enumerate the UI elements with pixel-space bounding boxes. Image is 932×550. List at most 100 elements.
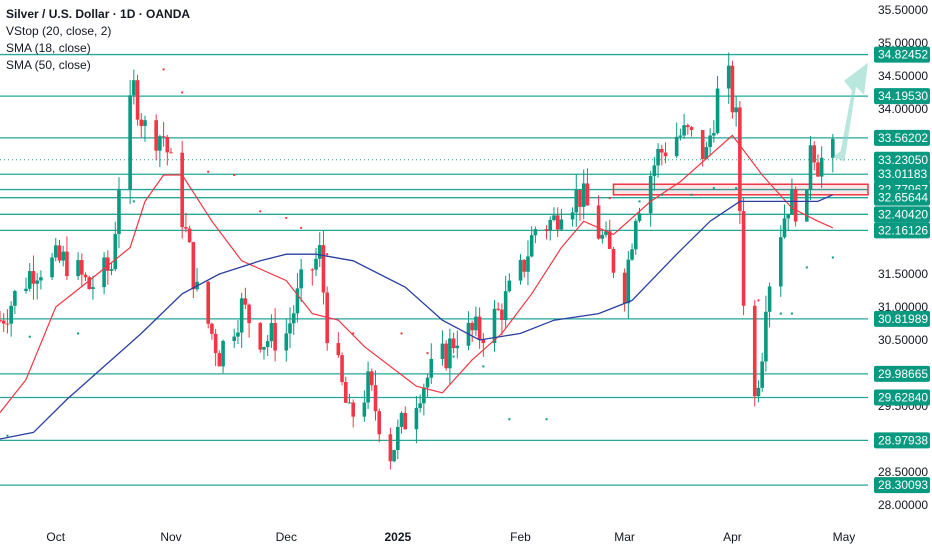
candle-body	[831, 138, 835, 158]
candle-body	[9, 305, 13, 324]
vstop-dot	[426, 352, 429, 355]
candle	[782, 204, 787, 239]
level-price-label: 34.19530	[878, 89, 928, 103]
candle-body	[756, 387, 761, 397]
candle	[321, 230, 326, 305]
candle	[232, 328, 237, 348]
candle	[522, 259, 527, 278]
candle	[548, 216, 553, 241]
candle	[604, 221, 608, 238]
candle	[637, 207, 642, 223]
candle-body	[265, 341, 270, 348]
y-tick-label: 31.50000	[878, 267, 928, 281]
current-price-label-bg	[874, 151, 930, 168]
candle-body	[65, 251, 69, 277]
candle	[752, 300, 757, 407]
candle	[102, 252, 106, 295]
candle-body	[83, 274, 88, 278]
candle-body	[804, 189, 809, 222]
candle	[760, 352, 764, 392]
candle	[158, 134, 162, 168]
candle	[139, 113, 144, 138]
vstop-dot	[545, 418, 548, 421]
candle	[132, 69, 136, 105]
vstop-dot	[28, 335, 31, 338]
vstop-dot	[805, 266, 808, 269]
candle	[377, 408, 382, 443]
candle-body	[778, 237, 783, 287]
legend-vstop[interactable]: VStop (20, close, 2)	[6, 24, 112, 38]
y-tick-label: 34.00000	[878, 102, 928, 116]
vstop-dot	[508, 418, 511, 421]
candle	[403, 406, 408, 430]
candle-body	[210, 323, 214, 334]
level-price-label: 32.16126	[878, 223, 928, 237]
candle	[262, 346, 266, 360]
level-price-label-bg	[874, 129, 930, 146]
candle-body	[451, 338, 456, 349]
candle-body	[399, 412, 404, 427]
candle-body	[663, 152, 668, 157]
candle	[187, 225, 192, 243]
candle-body	[39, 277, 43, 281]
candle	[451, 332, 456, 354]
candle	[611, 246, 616, 279]
candle	[165, 134, 170, 166]
legend-sma50[interactable]: SMA (50, close)	[6, 58, 91, 72]
candle-body	[522, 259, 527, 272]
level-price-label-bg	[874, 432, 930, 449]
candle-body	[158, 136, 162, 151]
candle	[819, 146, 824, 189]
candle	[726, 52, 731, 104]
chart-symbol-title: Silver / U.S. Dollar · 1D · OANDA	[6, 7, 191, 21]
y-tick-label: 30.50000	[878, 333, 928, 347]
candle	[336, 332, 341, 358]
vstop-dot	[162, 68, 165, 71]
candle-body	[678, 135, 683, 137]
candle	[555, 207, 560, 238]
legend-sma18[interactable]: SMA (18, close)	[6, 41, 91, 55]
candle-body	[548, 220, 553, 231]
candle-body	[712, 133, 716, 136]
candle-body	[340, 355, 344, 382]
candle-body	[165, 136, 170, 153]
candle	[552, 207, 556, 222]
candle	[622, 268, 627, 312]
candle-body	[414, 407, 419, 430]
y-tick-label: 28.00000	[878, 498, 928, 512]
candle	[65, 236, 69, 280]
candle-body	[5, 323, 10, 325]
candle	[496, 302, 501, 312]
candle	[470, 320, 474, 342]
level-price-label-bg	[874, 365, 930, 382]
candle	[503, 275, 508, 328]
candle-body	[366, 371, 370, 403]
candle-body	[317, 245, 322, 259]
candle	[39, 270, 43, 290]
candle-body	[715, 88, 720, 134]
candle-body	[262, 347, 266, 350]
candle-body	[35, 280, 39, 284]
vstop-dot	[712, 187, 715, 190]
candle-body	[474, 316, 478, 331]
candle-body	[135, 80, 140, 120]
level-price-label-bg	[874, 46, 930, 63]
candle	[533, 226, 538, 244]
candle	[448, 328, 452, 385]
candle-body	[217, 353, 222, 367]
candle-body	[57, 245, 62, 261]
candle-body	[600, 234, 605, 239]
candle-body	[734, 107, 738, 113]
candle-body	[630, 249, 634, 260]
candle-body	[652, 165, 657, 176]
level-price-label-bg	[874, 206, 930, 223]
candle-body	[686, 125, 690, 128]
candle	[184, 212, 188, 233]
candle	[79, 253, 84, 288]
candle	[273, 308, 277, 362]
candle-body	[578, 189, 582, 207]
level-price-label: 29.62840	[878, 391, 928, 405]
candle-body	[314, 258, 318, 270]
candle	[422, 383, 426, 416]
